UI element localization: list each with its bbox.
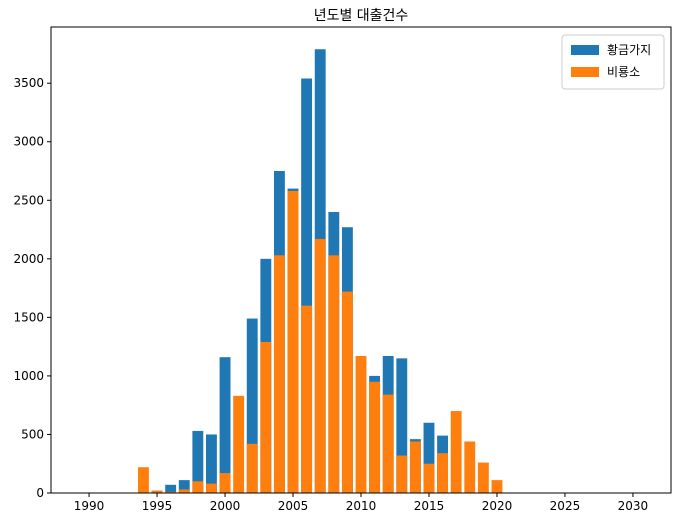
- bar-series2-2001: [233, 395, 245, 493]
- y-tick-label: 500: [21, 427, 44, 441]
- bar-series2-2000: [219, 473, 231, 493]
- x-tick-label: 2020: [482, 499, 513, 513]
- x-axis: 1990 1995 2000 2005 2010 2015 2020 2025 2030: [74, 493, 648, 513]
- x-tick-label: 2010: [346, 499, 377, 513]
- x-tick-label: 1990: [74, 499, 105, 513]
- bar-series1-2015: [423, 422, 435, 493]
- bar-series2-2007: [314, 238, 326, 493]
- bar-series2-2006: [301, 305, 313, 493]
- x-tick-label: 1995: [142, 499, 173, 513]
- bar-series2-2002: [246, 443, 258, 493]
- bar-series2-1994: [138, 467, 149, 493]
- bar-series2-1999: [206, 483, 217, 493]
- bar-series2-2012: [382, 394, 394, 493]
- bar-series2-2019: [477, 462, 489, 493]
- bar-series2-2017: [450, 411, 462, 493]
- plot-frame: [50, 26, 672, 494]
- x-tick-label: 2025: [550, 499, 581, 513]
- y-tick-label: 1500: [13, 310, 44, 324]
- y-tick-label: 0: [36, 486, 44, 500]
- bar-series2-2013: [396, 455, 408, 493]
- chart-title: 년도별 대출건수: [314, 8, 409, 24]
- y-axis: 0 500 1000 1500 2000 2500 3000 3500: [13, 76, 51, 500]
- y-tick-label: 3500: [13, 76, 44, 90]
- y-tick-label: 3000: [13, 135, 44, 149]
- bar-series1-1997: [178, 480, 190, 493]
- x-tick-label: 2000: [210, 499, 241, 513]
- bar-series2-2004: [273, 255, 285, 493]
- y-tick-label: 1000: [13, 369, 44, 383]
- bar-series1-1999: [206, 434, 217, 493]
- bar-series2-1998: [192, 481, 204, 493]
- bar-series1-2002: [246, 318, 258, 493]
- bar-series1-2013: [396, 358, 408, 493]
- bar-series2-1997: [178, 489, 190, 493]
- bar-series2-2011: [369, 381, 381, 493]
- legend-label: 황금가지: [607, 43, 651, 57]
- bars-group: [138, 49, 503, 494]
- legend-swatch: [571, 67, 599, 77]
- bar-series2-2009: [341, 291, 353, 493]
- bar-series2-2008: [328, 255, 340, 493]
- bar-series1-1996: [165, 484, 177, 493]
- bar-series2-2003: [260, 341, 272, 493]
- x-tick-label: 2005: [278, 499, 309, 513]
- bar-series1-2000: [219, 357, 231, 493]
- bar-series2-2016: [437, 453, 449, 493]
- bar-series2-1995: [151, 490, 163, 493]
- bar-series1-2006: [301, 78, 313, 494]
- bar-series2-2018: [464, 441, 476, 493]
- bar-series2-2005: [287, 190, 299, 494]
- bar-series2-2010: [355, 356, 367, 493]
- bar-series2-2020: [491, 480, 503, 493]
- x-tick-label: 2015: [414, 499, 445, 513]
- legend-swatch: [571, 45, 599, 55]
- legend-label: 비룡소: [607, 65, 640, 79]
- y-tick-label: 2500: [13, 193, 44, 207]
- y-tick-label: 2000: [13, 252, 44, 266]
- bar-series2-2015: [423, 463, 435, 493]
- bar-series2-1996: [165, 491, 177, 493]
- bar-series1-1998: [192, 430, 204, 493]
- x-tick-label: 2030: [618, 499, 649, 513]
- bar-series2-2014: [409, 441, 421, 493]
